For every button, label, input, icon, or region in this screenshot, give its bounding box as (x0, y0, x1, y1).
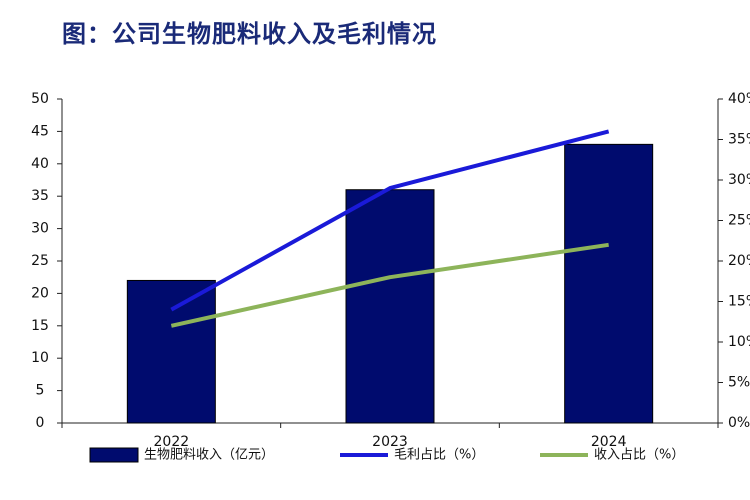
line-revenue-share (170, 242, 609, 328)
chart-title: 图：公司生物肥料收入及毛利情况 (62, 19, 437, 48)
y-left-tick-label: 15 (31, 318, 49, 334)
y-left-tick-label: 40 (31, 156, 49, 172)
legend-label: 生物肥料收入（亿元） (144, 448, 274, 463)
y-left-tick-label: 5 (36, 383, 45, 399)
y-left-tick-label: 35 (31, 188, 49, 204)
y-left-tick-label: 10 (31, 350, 49, 366)
y-right-tick-label: 10% (728, 334, 750, 350)
y-left-tick-label: 45 (31, 123, 49, 139)
y-right-tick-label: 25% (728, 213, 750, 229)
legend-label: 毛利占比（%） (394, 448, 484, 463)
y-right-tick-label: 40% (728, 91, 750, 107)
bar-revenue (564, 143, 654, 424)
y-left-tick-label: 50 (31, 91, 49, 107)
y-right-tick-label: 20% (728, 253, 750, 269)
x-tick-label: 2023 (372, 434, 408, 450)
y-right-tick-label: 30% (728, 172, 750, 188)
legend-swatch-bar (89, 447, 139, 463)
y-right-tick-label: 15% (728, 294, 750, 310)
y-left-tick-label: 30 (31, 221, 49, 237)
bar-revenue (345, 189, 435, 424)
x-tick-label: 2024 (591, 434, 627, 450)
y-right-tick-label: 5% (728, 375, 750, 391)
y-right-tick-label: 0% (728, 415, 750, 431)
line-gross-profit-share (170, 129, 610, 312)
y-left-tick-label: 20 (31, 285, 49, 301)
y-right-tick-label: 35% (728, 132, 750, 148)
y-left-tick-label: 0 (36, 415, 45, 431)
bar-revenue (126, 279, 216, 424)
legend-label: 收入占比（%） (594, 448, 684, 463)
x-tick-label: 2022 (154, 434, 190, 450)
y-left-tick-label: 25 (31, 253, 49, 269)
